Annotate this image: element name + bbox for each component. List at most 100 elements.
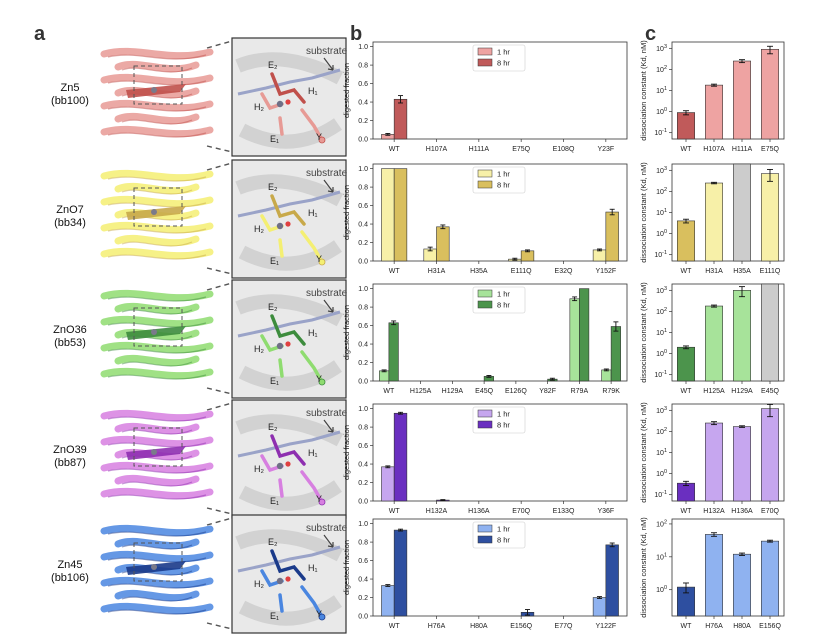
helix-edge xyxy=(121,544,193,550)
y-tick-label: 0.4 xyxy=(358,577,368,584)
helix-edge xyxy=(121,596,193,602)
substrate-label: substrate xyxy=(306,408,348,419)
residue-label: H₂ xyxy=(254,464,264,474)
bar xyxy=(605,211,619,262)
water-molecule xyxy=(285,341,291,347)
tyrosine-stick xyxy=(300,108,324,142)
substrate-stick xyxy=(237,68,341,96)
structure-row-1: Zn5(bb100) substrate E₂ H₁ H₂ E₁ Y xyxy=(51,37,348,157)
y-tick-label: 0.4 xyxy=(358,462,368,469)
protein-name: ZnO39 xyxy=(53,444,87,456)
helix-ribbon xyxy=(100,315,214,328)
protein-cartoon xyxy=(100,47,214,138)
residue-label: E₂ xyxy=(268,60,278,70)
helix-edge xyxy=(107,54,207,60)
legend-swatch xyxy=(477,524,493,533)
x-tick-label: E133Q xyxy=(553,508,575,515)
bar xyxy=(733,60,751,140)
helix-ribbon xyxy=(100,487,214,500)
x-tick-label: H31A xyxy=(705,268,723,275)
helix-ribbon xyxy=(114,234,200,247)
helix-edge xyxy=(107,228,207,234)
helix-ribbon xyxy=(100,289,214,302)
active-site-zoom: substrate E₂ H₁ H₂ E₁ Y xyxy=(231,514,348,634)
water-molecule xyxy=(285,461,291,467)
helix-ribbon xyxy=(100,247,214,260)
active-site-box xyxy=(133,307,183,347)
zinc-ion xyxy=(151,449,157,455)
helix-ribbon xyxy=(100,367,214,380)
y-tick-label: 100 xyxy=(656,229,667,238)
bar xyxy=(520,250,535,262)
residue-label: Y xyxy=(316,374,322,384)
bar xyxy=(733,553,751,617)
x-tick-label: E70Q xyxy=(761,508,779,515)
bar xyxy=(705,422,723,502)
arrow-icon xyxy=(323,57,334,71)
zoom-connector xyxy=(206,267,233,275)
x-tick-label: H80A xyxy=(733,623,751,630)
zoom-connector xyxy=(206,517,233,526)
bar xyxy=(579,288,590,382)
helix-edge xyxy=(107,557,207,563)
helix-edge xyxy=(121,67,193,73)
substrate-stick xyxy=(237,545,341,573)
residue-label: H₂ xyxy=(254,224,264,234)
helix-ribbon xyxy=(100,341,214,354)
helix-ribbon xyxy=(100,99,214,112)
residue-label: E₁ xyxy=(270,376,279,386)
active-site-zoom: substrate E₂ H₁ H₂ E₁ Y xyxy=(231,37,348,157)
x-tick-label: E77Q xyxy=(555,623,573,630)
bar xyxy=(761,408,779,502)
substrate-stick xyxy=(237,430,341,458)
bar xyxy=(677,112,695,140)
residue-label: H₁ xyxy=(308,328,318,338)
design-code: (bb87) xyxy=(54,457,86,469)
bar xyxy=(393,412,408,502)
y-tick-label: 100 xyxy=(656,469,667,478)
legend-label: 1 hr xyxy=(497,410,510,419)
zoom-connector xyxy=(206,282,233,291)
water-molecule xyxy=(285,99,291,105)
helix-edge xyxy=(107,296,207,302)
active-site-zoom: substrate E₂ H₁ H₂ E₁ Y xyxy=(231,279,348,399)
x-tick-label: WT xyxy=(681,146,693,153)
y-tick-label: 10-1 xyxy=(654,250,667,259)
y-axis-label: digested fraction xyxy=(342,305,351,360)
residue-label: Y xyxy=(316,494,322,504)
bar xyxy=(379,370,390,382)
bar xyxy=(761,540,779,617)
digestion-chart-5: 0.0 0.2 0.4 0.6 0.8 1.0 digested fraction WT H76… xyxy=(342,518,628,630)
y-tick-label: 1.0 xyxy=(358,166,368,173)
glutamate-stick xyxy=(278,358,284,378)
legend-label: 8 hr xyxy=(497,421,510,430)
bar xyxy=(569,298,580,382)
substrate-label: substrate xyxy=(306,46,348,57)
x-tick-label: E45Q xyxy=(761,388,779,395)
bar xyxy=(705,182,723,262)
residue-label: Y xyxy=(316,132,322,142)
residue-label: E₂ xyxy=(268,422,278,432)
protein-name: ZnO7 xyxy=(56,204,84,216)
x-tick-label: E108Q xyxy=(553,146,575,153)
glutamate-stick xyxy=(278,593,284,613)
charts: 0.0 0.2 0.4 0.6 0.8 1.0 digested fraction WT H10… xyxy=(342,40,785,630)
legend-swatch xyxy=(477,300,493,309)
y-axis-label: dissociation constant (Kd, nM) xyxy=(639,517,648,618)
bar xyxy=(733,163,751,262)
x-tick-label: WT xyxy=(389,623,401,630)
kd-chart-5: 100 101 102 dissociation constant (Kd, nM) W… xyxy=(639,517,785,630)
background-helix xyxy=(238,360,342,391)
y-tick-label: 103 xyxy=(656,166,667,175)
residue-label: E₂ xyxy=(268,182,278,192)
x-tick-label: WT xyxy=(389,146,401,153)
residue-label: H₁ xyxy=(308,563,318,573)
x-tick-label: H80A xyxy=(470,623,488,630)
y-tick-label: 0.4 xyxy=(358,222,368,229)
tyrosine-stick xyxy=(300,585,324,619)
catalytic-residue-stick xyxy=(270,314,306,346)
zoom-connector xyxy=(206,162,233,171)
panel-label-b: b xyxy=(350,23,362,45)
y-tick-label: 0.8 xyxy=(358,540,368,547)
arrow-icon xyxy=(323,534,334,548)
